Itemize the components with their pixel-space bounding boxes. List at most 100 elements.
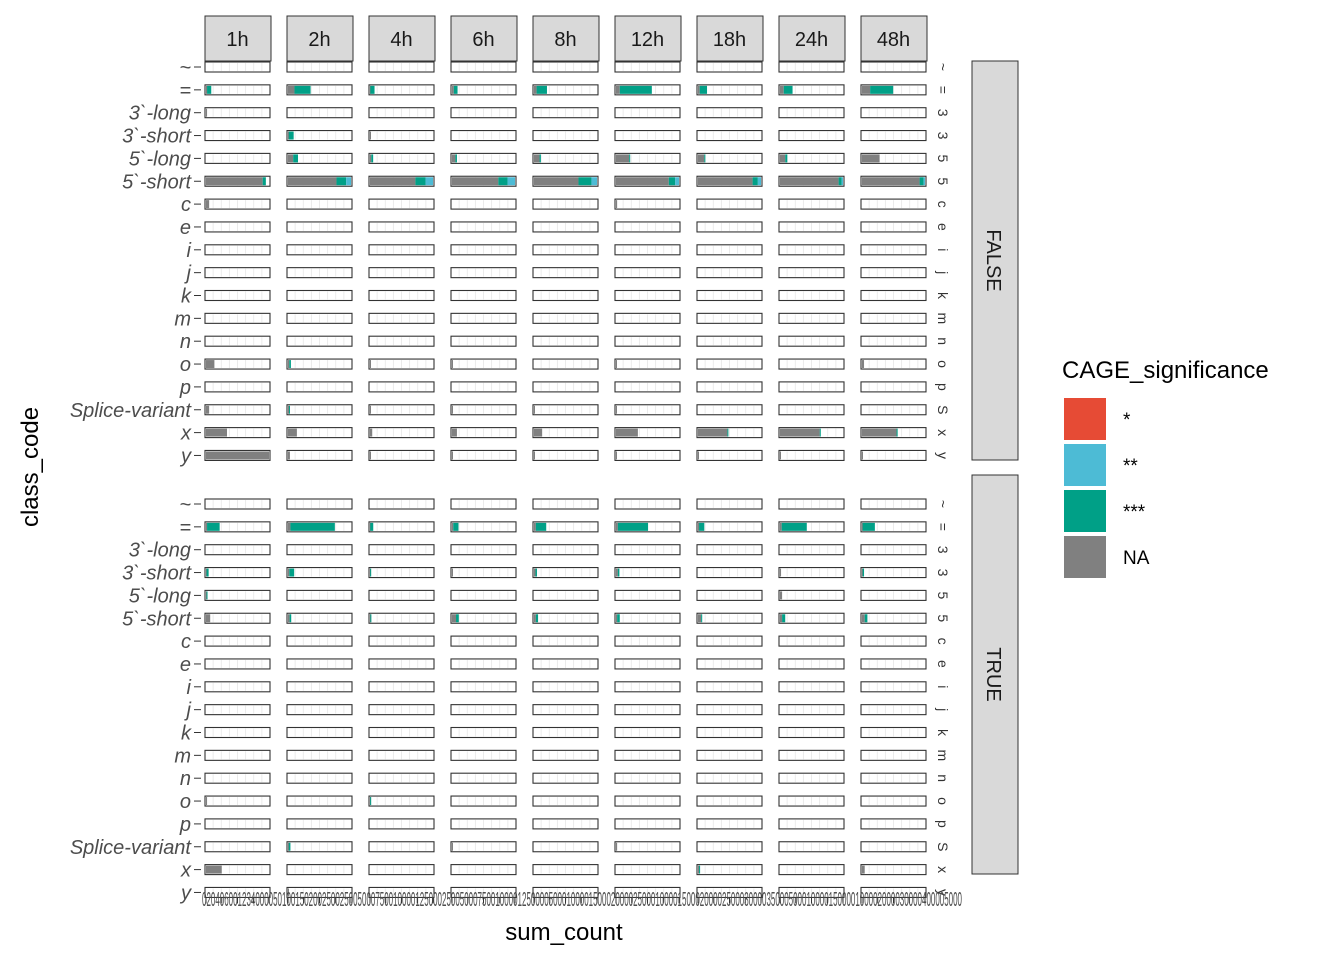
y-tick-label: 5`-short	[122, 608, 192, 630]
facet-strip-box	[860, 15, 928, 62]
panel-row	[450, 704, 517, 716]
bar-segment-NA	[616, 568, 618, 577]
bar-segment-NA	[206, 522, 208, 531]
bar-segment-NA	[616, 85, 620, 94]
panel-row	[860, 566, 927, 579]
bar-segment-NA	[288, 568, 290, 577]
panel-row	[450, 312, 517, 324]
bar-segment-NA	[698, 154, 705, 163]
panel-row	[532, 175, 599, 187]
panel-row	[614, 566, 681, 579]
bar-segment-NA	[780, 154, 786, 163]
bar-segment-NA	[288, 177, 337, 186]
panel-row	[368, 704, 435, 716]
panel-row	[696, 635, 763, 647]
panel-row	[286, 749, 353, 761]
facet-strip-8h: 8h	[532, 15, 600, 62]
row-leak-label: n	[935, 337, 951, 345]
panel-row	[532, 544, 599, 556]
panel-row	[614, 427, 681, 439]
panel-row	[778, 358, 845, 370]
panel-row	[778, 152, 845, 164]
row-leak-label: y	[935, 889, 951, 896]
bar-segment-***	[535, 568, 537, 577]
bar-segment-NA	[534, 428, 543, 437]
panel-row	[286, 498, 353, 510]
panel-row	[450, 772, 517, 784]
bar-segment-***	[781, 522, 807, 531]
panel-row	[860, 221, 927, 233]
bar-segment-NA	[616, 154, 630, 163]
panel-row	[204, 358, 271, 370]
bar-segment-***	[207, 522, 220, 531]
y-axis-title: class_code	[17, 407, 44, 527]
panel-row	[778, 427, 845, 439]
panel-row	[778, 818, 845, 830]
panel-row	[368, 198, 435, 210]
panel-row	[204, 864, 271, 876]
bar-segment-NA	[206, 405, 210, 414]
panel-row	[614, 381, 681, 393]
panel-row	[860, 244, 927, 256]
panel-row	[204, 427, 271, 439]
facet-strip-label: 12h	[631, 29, 664, 51]
y-tick-label: k	[181, 286, 192, 308]
y-tick-label: j	[184, 700, 192, 722]
panel-row	[450, 61, 517, 73]
panel-row	[286, 358, 353, 370]
bar-segment-**	[757, 177, 761, 186]
bar-segment-***	[207, 85, 212, 94]
row-leak-label: e	[935, 223, 951, 231]
bar-segment-NA	[206, 451, 269, 460]
panel-row	[286, 289, 353, 302]
panel-row	[532, 566, 599, 579]
panel-row	[368, 864, 435, 876]
facet-strip-box	[696, 15, 764, 62]
bar-segment-NA	[780, 591, 783, 600]
x-axis-title: sum_count	[505, 919, 623, 946]
bar-segment-***	[370, 85, 375, 94]
panel-row	[450, 221, 517, 233]
y-tick-label: Splice-variant	[70, 400, 193, 422]
panel-row	[860, 864, 927, 876]
bar-segment-NA	[452, 405, 453, 414]
bar-segment-***	[919, 177, 924, 186]
panel-row	[286, 841, 353, 853]
panel-row	[450, 381, 517, 393]
panel-row	[368, 635, 435, 647]
bar-segment-NA	[206, 85, 208, 94]
panel-row	[286, 726, 353, 739]
bar-segment-***	[668, 177, 676, 186]
panel-row	[696, 175, 763, 187]
panel-row	[286, 175, 353, 187]
bar-segment-NA	[206, 428, 227, 437]
bar-segment-NA	[288, 154, 294, 163]
panel-row	[368, 544, 435, 556]
panel-row	[204, 152, 271, 164]
bar-segment-***	[819, 428, 821, 437]
bar-segment-***	[288, 842, 291, 851]
row-strip-FALSE: FALSE	[971, 60, 1019, 461]
row-leak-label: 5	[935, 177, 951, 185]
panel-row	[368, 381, 435, 393]
bar-segment-NA	[206, 568, 207, 577]
bar-segment-NA	[698, 865, 700, 874]
panel-row	[614, 267, 681, 279]
panel-row	[532, 449, 599, 462]
panel-row	[860, 61, 927, 73]
panel-row	[860, 726, 927, 739]
bar-segment-***	[370, 568, 372, 577]
panel-row	[532, 498, 599, 510]
row-leak-label: =	[935, 86, 951, 94]
bar-segment-NA	[452, 842, 453, 851]
row-leak-label: c	[935, 201, 951, 208]
panel-row	[286, 152, 353, 164]
panel-row	[696, 498, 763, 510]
panel-row	[532, 84, 599, 96]
panel-row	[532, 61, 599, 73]
panel-row	[450, 658, 517, 670]
panel-row	[778, 244, 845, 256]
facet-strip-label: 2h	[308, 29, 330, 51]
panel-row	[204, 198, 271, 210]
